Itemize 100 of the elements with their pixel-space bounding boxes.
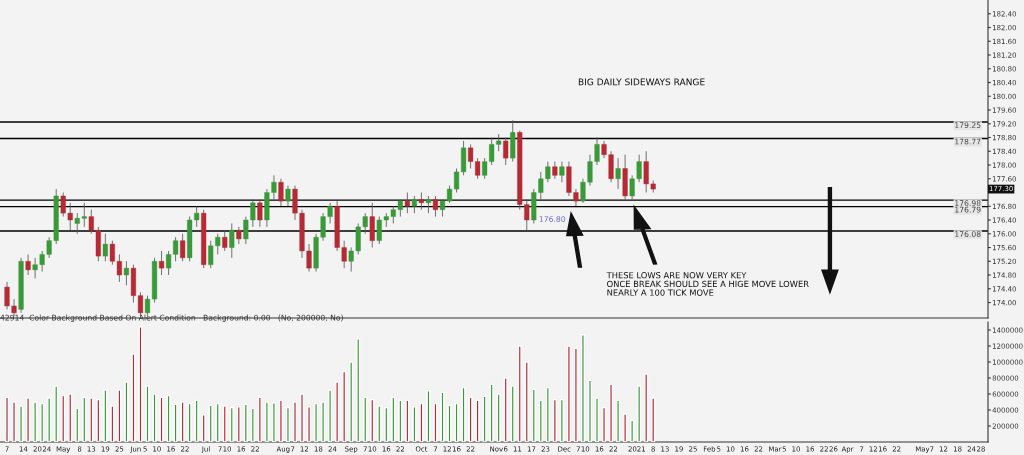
candlestick: [278, 178, 284, 207]
bar: [552, 398, 557, 442]
bar: [103, 389, 108, 442]
bar: [278, 399, 283, 442]
candlestick: [503, 137, 509, 166]
bar: [573, 347, 578, 442]
candlestick: [229, 223, 235, 259]
bar: [201, 414, 206, 442]
bar: [47, 397, 52, 442]
bar: [222, 405, 227, 442]
candlestick: [180, 233, 186, 262]
bar: [559, 398, 564, 442]
bar: [637, 385, 642, 442]
bar: [75, 407, 80, 442]
bar: [180, 401, 185, 442]
bar: [630, 419, 635, 442]
bar: [194, 399, 199, 442]
bar: [517, 345, 522, 442]
bar: [489, 383, 494, 442]
bar: [307, 406, 312, 442]
bar: [131, 353, 136, 442]
bar: [461, 386, 466, 442]
bar: [96, 398, 101, 442]
bar: [531, 388, 536, 442]
bar: [285, 406, 290, 442]
candlestick: [552, 161, 558, 180]
candlestick: [102, 233, 108, 262]
bar: [609, 383, 614, 442]
bar: [335, 381, 340, 442]
bar: [300, 393, 305, 442]
bar: [370, 398, 375, 442]
bar: [321, 401, 326, 442]
bar: [61, 394, 66, 442]
bar: [623, 413, 628, 442]
candlestick: [285, 185, 291, 207]
bar: [271, 402, 276, 442]
candlestick: [257, 198, 263, 228]
bar: [208, 404, 213, 442]
bar: [342, 370, 347, 442]
bar: [363, 396, 368, 442]
bar: [124, 381, 129, 442]
bar: [616, 399, 621, 442]
bar: [482, 395, 487, 442]
bar: [356, 338, 361, 442]
candlestick: [25, 253, 31, 276]
bar: [377, 405, 382, 442]
bar: [5, 396, 10, 442]
bar: [349, 361, 354, 442]
bar: [328, 389, 333, 442]
bar: [159, 396, 164, 442]
bar: [398, 399, 403, 442]
bar: [19, 405, 24, 442]
bar: [566, 345, 571, 442]
bar: [12, 401, 17, 442]
bar: [257, 396, 262, 442]
candlestick: [432, 195, 439, 217]
bar: [215, 402, 220, 442]
bar: [264, 401, 269, 442]
bar: [40, 402, 45, 442]
bar: [602, 406, 607, 442]
bar: [503, 377, 508, 442]
bar: [26, 397, 31, 442]
bar: [250, 407, 255, 442]
bar: [475, 399, 480, 442]
bar: [187, 402, 192, 442]
bar: [496, 393, 501, 442]
bar: [384, 406, 389, 442]
candlestick: [418, 192, 424, 211]
candlestick: [559, 161, 565, 183]
bar: [538, 399, 543, 442]
bar: [54, 385, 59, 442]
bar: [166, 394, 171, 442]
annotation: THESE LOWS ARE NOW VERY KEY ONCE BREAK SHOULD SEE A HIGE MOVE LOWER NEARLY A 100 TICK MOVE: [606, 272, 809, 296]
bar: [468, 396, 473, 442]
bar: [152, 393, 157, 442]
bar: [293, 401, 297, 442]
bar: [391, 396, 396, 442]
bar: [412, 406, 417, 442]
bar: [595, 397, 599, 442]
bar: [651, 397, 656, 442]
bar: [110, 405, 115, 442]
bar: [173, 403, 178, 442]
bar: [33, 401, 38, 442]
bar: [588, 379, 592, 442]
annotation: BIG DAILY SIDEWAYS RANGE: [578, 78, 705, 86]
bar: [545, 386, 550, 442]
bar: [68, 393, 73, 442]
bar: [419, 402, 424, 442]
bar: [138, 326, 143, 442]
bar: [314, 402, 319, 442]
bar: [236, 406, 241, 442]
bar: [405, 399, 410, 442]
bar: [433, 402, 438, 442]
candlestick: [404, 192, 410, 214]
candlestick: [615, 157, 621, 190]
candlestick: [425, 195, 431, 214]
bar: [117, 389, 122, 442]
bar: [524, 361, 529, 442]
bar: [644, 373, 649, 442]
bar: [510, 385, 515, 442]
